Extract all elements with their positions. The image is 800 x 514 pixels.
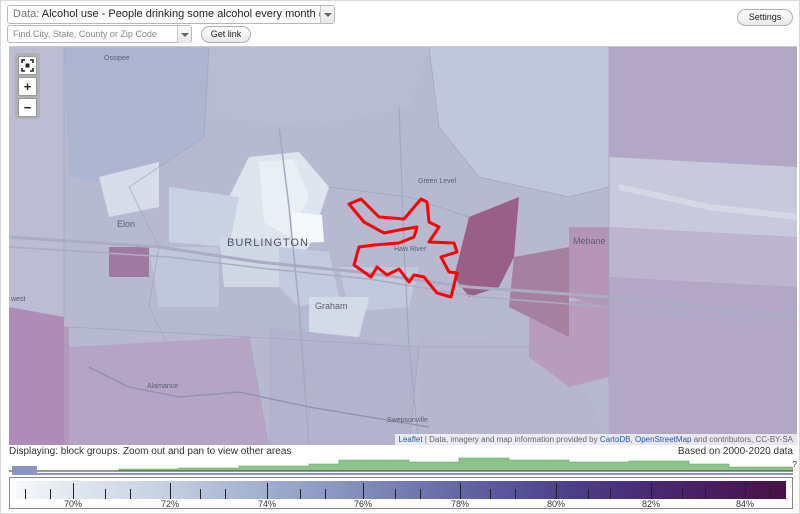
place-label-burlington: BURLINGTON	[227, 237, 309, 249]
data-select[interactable]: Data: Alcohol use - People drinking some…	[7, 5, 335, 24]
scale-label: 82%	[641, 499, 661, 509]
scale-tick	[515, 489, 516, 499]
map-attribution: Leaflet | Data, imagery and map informat…	[394, 434, 797, 445]
scale-tick-major	[556, 483, 557, 499]
scale-tick	[610, 489, 611, 499]
scale-tick	[325, 489, 326, 499]
fullscreen-icon	[21, 59, 34, 72]
scale-tick-major	[267, 483, 268, 499]
scale-tick	[200, 489, 201, 499]
chevron-down-icon[interactable]	[320, 6, 334, 23]
place-label-haw-river: Haw River	[394, 246, 427, 253]
scale-tick	[25, 489, 26, 499]
scale-tick-major	[745, 483, 746, 499]
place-label-mebane: Mebane	[573, 236, 606, 246]
place-label-elon: Elon	[117, 219, 136, 229]
choropleth-map[interactable]: Ossipee BURLINGTON Elon Graham Green Lev…	[9, 46, 797, 445]
color-scale-gradient	[16, 481, 786, 499]
scale-tick	[420, 489, 421, 499]
map-tiles	[9, 47, 797, 445]
scale-tick	[395, 489, 396, 499]
attribution-comma: ,	[630, 435, 635, 444]
attribution-text: | Data, imagery and map information prov…	[422, 435, 600, 444]
place-label-swepsonville: Swepsonville	[387, 417, 428, 424]
data-select-value: Alcohol use - People drinking some alcoh…	[41, 8, 335, 20]
zoom-control: + −	[15, 53, 40, 119]
leaflet-link[interactable]: Leaflet	[398, 435, 423, 444]
histogram-marker: ?	[792, 460, 797, 469]
place-label-west: west	[11, 296, 26, 303]
place-label-graham: Graham	[315, 301, 348, 311]
scale-tick	[490, 489, 491, 499]
scale-label: 72%	[160, 499, 180, 509]
zoom-in-button[interactable]: +	[18, 77, 37, 96]
histogram	[9, 457, 793, 475]
search-placeholder: Find City, State, County or Zip Code	[13, 29, 157, 39]
scale-tick-major	[73, 483, 74, 499]
zoom-out-button[interactable]: −	[18, 98, 37, 117]
settings-button[interactable]: Settings	[737, 9, 793, 26]
scale-tick-major	[170, 483, 171, 499]
search-input[interactable]: Find City, State, County or Zip Code	[7, 25, 192, 43]
scale-tick-major	[363, 483, 364, 499]
scale-label: 70%	[63, 499, 83, 509]
color-scale-legend: 70% 72% 74% 76% 78% 80% 82% 84%	[9, 477, 793, 509]
data-select-prefix: Data:	[13, 8, 40, 20]
fullscreen-button[interactable]	[18, 56, 37, 75]
scale-label: 76%	[353, 499, 373, 509]
place-label-ossipee: Ossipee	[104, 55, 130, 62]
place-label-green-level: Green Level	[418, 178, 457, 185]
scale-tick	[130, 489, 131, 499]
scale-tick	[682, 489, 683, 499]
scale-tick	[300, 489, 301, 499]
scale-tick-major	[651, 483, 652, 499]
scale-tick	[705, 489, 706, 499]
scale-label: 80%	[546, 499, 566, 509]
display-info: Displaying: block groups. Zoom out and p…	[9, 446, 292, 457]
search-dropdown-icon[interactable]	[177, 26, 191, 43]
based-on-note: Based on 2000-2020 data	[677, 446, 793, 457]
cartodb-link[interactable]: CartoDB	[599, 435, 631, 444]
scale-label: 74%	[257, 499, 277, 509]
scale-tick	[588, 489, 589, 499]
scale-tick	[50, 489, 51, 499]
attribution-rest: and contributors, CC-BY-SA	[691, 435, 793, 444]
scale-tick	[225, 489, 226, 499]
scale-tick	[105, 489, 106, 499]
scale-label: 84%	[735, 499, 755, 509]
scale-tick	[770, 489, 771, 499]
scale-label: 78%	[450, 499, 470, 509]
scale-tick-major	[460, 483, 461, 499]
get-link-button[interactable]: Get link	[201, 26, 251, 43]
place-label-alamance: Alamance	[147, 383, 179, 390]
osm-link[interactable]: OpenStreetMap	[634, 435, 692, 444]
